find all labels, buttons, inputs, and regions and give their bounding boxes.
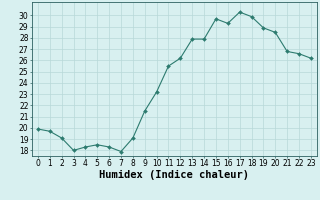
X-axis label: Humidex (Indice chaleur): Humidex (Indice chaleur) [100,170,249,180]
